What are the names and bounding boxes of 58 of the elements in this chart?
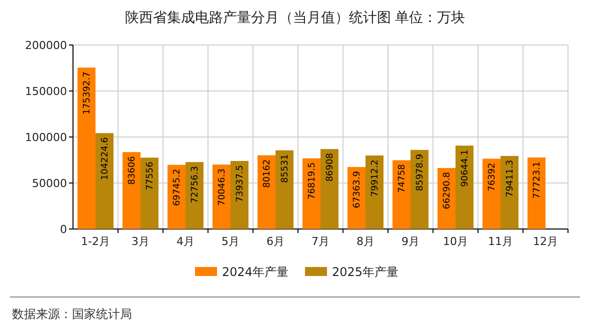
y-tick-label: 50000 [32,177,67,190]
bar [482,158,500,229]
bar [320,149,338,229]
y-tick-label: 100000 [25,131,67,144]
bar [186,162,204,229]
data-label: 90644.1 [460,150,470,187]
bar [302,158,320,229]
bar [140,158,158,229]
bar [230,160,248,229]
x-tick-label: 9月 [402,235,420,248]
data-label: 70046.3 [218,168,228,206]
bar [276,150,294,229]
data-label: 175392.7 [82,72,92,115]
x-tick-label: 11月 [488,235,513,248]
bar [122,152,140,229]
data-label: 104224.6 [100,136,110,180]
data-label: 72756.3 [190,166,200,204]
data-label: 86908 [326,152,336,182]
data-label: 83606 [128,156,138,185]
legend-label: 2025年产量 [332,265,399,279]
bar [392,160,410,229]
bar [78,68,96,229]
bar [96,133,114,229]
x-tick-label: 3月 [132,235,150,248]
bar [410,150,428,229]
data-label: 74758 [398,164,408,193]
data-label: 79912.2 [370,159,380,197]
bar [456,146,474,229]
x-tick-label: 8月 [356,235,374,248]
x-tick-label: 10月 [443,235,468,248]
data-label: 85531 [280,154,290,183]
bar [366,155,384,229]
x-tick-label: 7月 [312,235,330,248]
data-label: 76392 [488,162,498,192]
x-tick-label: 5月 [222,235,240,248]
bar [258,155,276,229]
bar [528,157,546,229]
data-label: 67363.9 [352,170,362,208]
data-label: 77723.1 [532,161,542,199]
x-tick-label: 6月 [266,235,284,248]
data-label: 77556 [146,161,156,190]
y-tick-label: 200000 [25,39,67,52]
y-tick-label: 0 [60,223,67,236]
data-label: 73937.5 [236,164,246,202]
x-tick-label: 1-2月 [81,235,110,248]
data-label: 80162 [262,159,272,188]
data-label: 69745.2 [172,168,182,206]
data-label: 79411.3 [506,160,516,198]
bar [500,156,518,229]
y-tick-label: 150000 [25,85,67,98]
chart-title: 陕西省集成电路产量分月（当月值）统计图 单位：万块 [124,10,466,26]
data-label: 85978.9 [416,154,426,192]
data-label: 66290.8 [442,172,452,210]
legend-label: 2024年产量 [222,265,289,279]
x-tick-label: 12月 [533,235,558,248]
data-label: 76819.5 [308,162,318,200]
x-tick-label: 4月 [176,235,194,248]
source-note: 数据来源：国家统计局 [12,307,132,321]
